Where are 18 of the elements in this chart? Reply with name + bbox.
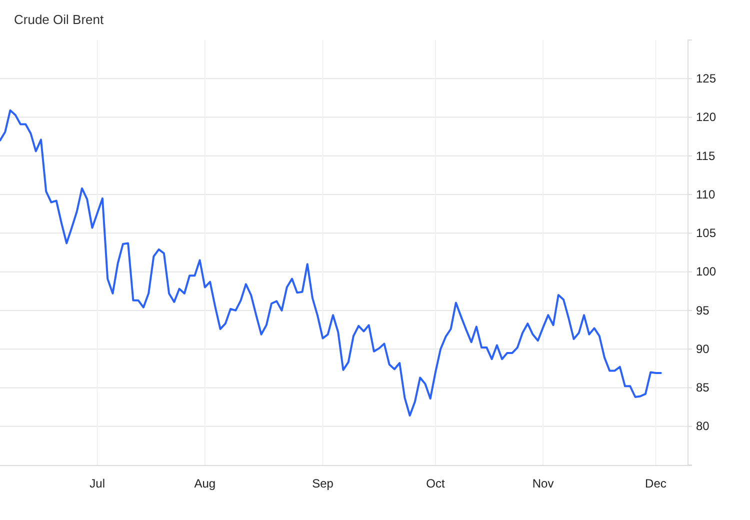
y-tick-label: 95 (696, 303, 710, 318)
y-tick-label: 115 (696, 148, 716, 163)
y-tick-label: 120 (696, 110, 716, 124)
x-tick-label: Dec (645, 476, 666, 491)
x-tick-label: Sep (312, 476, 334, 491)
x-tick-label: Oct (426, 476, 446, 491)
y-tick-label: 125 (696, 71, 716, 86)
x-tick-label: Nov (532, 476, 554, 491)
chart-title: Crude Oil Brent (14, 12, 104, 27)
y-tick-label: 110 (696, 187, 716, 202)
y-tick-label: 90 (696, 342, 710, 356)
y-tick-label: 105 (696, 226, 716, 240)
x-tick-label: Jul (90, 476, 106, 491)
y-tick-label: 85 (696, 380, 710, 395)
y-tick-label: 100 (696, 264, 716, 279)
x-tick-label: Aug (194, 476, 216, 491)
line-series (0, 109, 662, 417)
y-tick-label: 80 (696, 419, 710, 434)
